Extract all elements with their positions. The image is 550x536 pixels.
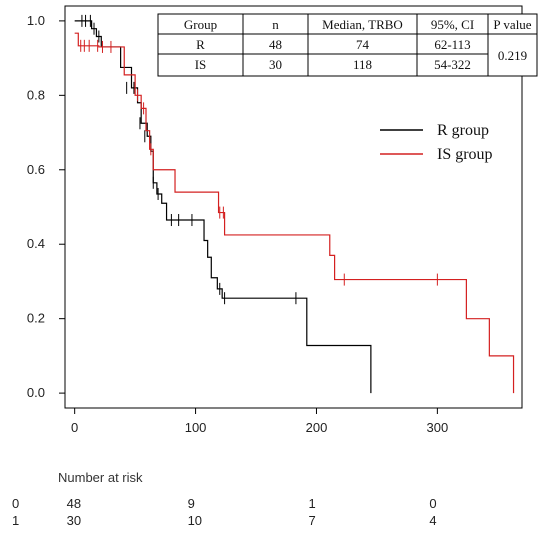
y-tick-label: 0.0	[27, 385, 45, 400]
table-cell: IS	[195, 57, 207, 72]
risk-group-label: 1	[12, 513, 19, 528]
risk-count: 7	[308, 513, 315, 528]
y-tick-label: 1.0	[27, 13, 45, 28]
table-cell: 48	[269, 37, 282, 52]
axes: 0 100 200 300 0.0 0.2 0.4 0.6 0.8 1.0	[27, 5, 523, 435]
table-cell: 118	[353, 57, 372, 72]
is-group-legend-label: IS group	[437, 146, 493, 163]
risk-count: 0	[429, 496, 436, 511]
table-header-cell: Group	[184, 17, 217, 32]
table-cell: 74	[356, 37, 370, 52]
plot-frame	[64, 5, 523, 409]
legend: R group IS group	[380, 122, 493, 163]
x-tick-label: 100	[185, 420, 207, 435]
table-cell: 54-322	[434, 57, 471, 72]
is-group-curve	[74, 32, 515, 394]
risk-count: 9	[188, 496, 195, 511]
x-tick-label: 0	[71, 420, 78, 435]
risk-table-title: Number at risk	[58, 470, 143, 485]
table-header-cell: 95%, CI	[431, 17, 474, 32]
table-cell: R	[196, 37, 205, 52]
p-value-cell: 0.219	[498, 48, 527, 63]
table-cell: 30	[269, 57, 282, 72]
risk-count: 10	[188, 513, 202, 528]
risk-count: 30	[67, 513, 81, 528]
table-header-cell: n	[272, 17, 279, 32]
risk-group-label: 0	[12, 496, 19, 511]
table-header-cell: Median, TRBO	[322, 17, 403, 32]
survival-curves	[74, 14, 515, 394]
y-tick-label: 0.2	[27, 311, 45, 326]
table-header-cell: P value	[493, 17, 531, 32]
risk-count: 4	[429, 513, 436, 528]
x-tick-label: 200	[306, 420, 328, 435]
summary-table-frame	[157, 13, 538, 77]
risk-count: 1	[308, 496, 315, 511]
summary-table: Group n Median, TRBO 95%, CI P value R 48 74 62-…	[157, 13, 538, 77]
y-tick-label: 0.8	[27, 87, 45, 102]
x-tick-label: 300	[427, 420, 449, 435]
risk-count: 48	[67, 496, 81, 511]
table-cell: 62-113	[434, 37, 470, 52]
r-group-curve	[74, 20, 372, 394]
y-tick-label: 0.4	[27, 236, 45, 251]
y-tick-label: 0.6	[27, 162, 45, 177]
r-group-legend-label: R group	[437, 122, 489, 139]
